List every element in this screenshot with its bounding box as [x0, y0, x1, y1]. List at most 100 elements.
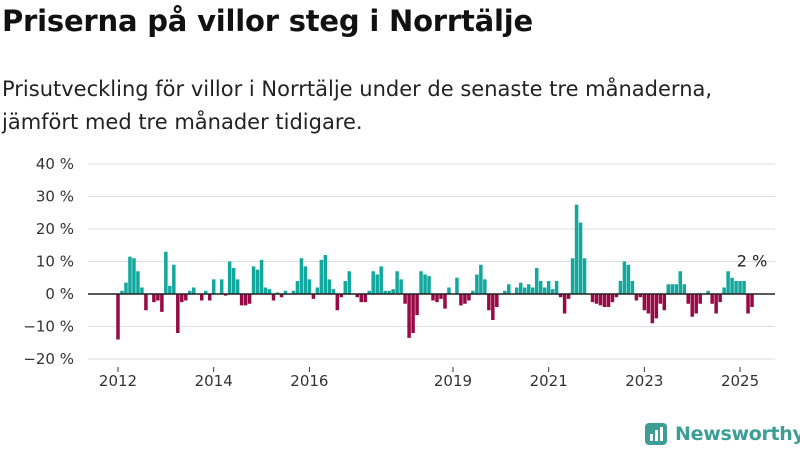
- bar: [295, 281, 300, 294]
- bar: [327, 279, 332, 294]
- bar: [176, 294, 180, 333]
- bar: [347, 271, 352, 294]
- bar: [634, 294, 639, 301]
- chart-subtitle: Prisutveckling för villor i Norrtälje un…: [2, 77, 713, 134]
- chart-title: Priserna på villor steg i Norrtälje: [2, 4, 533, 38]
- bar: [379, 266, 383, 294]
- bar: [678, 271, 683, 294]
- bar: [427, 276, 431, 294]
- bar: [307, 279, 312, 294]
- bar: [339, 294, 344, 298]
- bar: [618, 281, 623, 294]
- y-tick-label: 20 %: [36, 220, 74, 238]
- bar: [578, 222, 583, 294]
- bar: [391, 289, 395, 294]
- bar: [459, 294, 463, 306]
- bar: [670, 284, 675, 294]
- y-tick-label: −20 %: [23, 350, 74, 368]
- bar: [403, 294, 407, 304]
- bar: [546, 281, 551, 294]
- bar: [387, 290, 391, 294]
- bar: [674, 284, 679, 294]
- bar: [375, 274, 379, 294]
- logo-text: Newsworthy: [675, 423, 800, 445]
- bar: [211, 279, 216, 294]
- bar: [435, 294, 439, 303]
- bar: [538, 281, 543, 294]
- bar: [411, 294, 415, 333]
- bar: [399, 279, 403, 294]
- bar: [714, 294, 718, 314]
- bar: [590, 294, 595, 303]
- bar: [359, 294, 363, 303]
- bar: [562, 294, 567, 314]
- bar: [132, 258, 136, 294]
- bar: [188, 290, 192, 294]
- x-tick-label: 2021: [530, 372, 568, 390]
- bar: [530, 287, 535, 294]
- bar: [415, 294, 419, 316]
- bar: [626, 264, 631, 294]
- bar: [614, 294, 619, 298]
- bar: [487, 294, 491, 311]
- bar: [144, 294, 148, 311]
- bar: [319, 259, 324, 294]
- bar: [168, 285, 172, 294]
- bar: [311, 294, 316, 299]
- bar: [642, 294, 647, 311]
- bar: [140, 287, 144, 294]
- bar: [203, 290, 208, 294]
- bar: [271, 294, 276, 301]
- x-axis-labels: 2012 2014 2016 2019 2021 2023 2025: [99, 367, 759, 390]
- bar: [128, 256, 132, 294]
- bar: [251, 266, 256, 294]
- bar: [662, 294, 667, 311]
- annotation-label: 2 %: [737, 252, 767, 271]
- bar: [164, 251, 168, 294]
- bar: [582, 258, 587, 294]
- bar: [439, 294, 443, 299]
- y-axis-labels: −20 % −10 % 0 % 10 % 20 % 30 % 40 %: [23, 155, 74, 368]
- bar: [279, 294, 284, 298]
- bar: [172, 264, 176, 294]
- x-tick-label: 2025: [721, 372, 759, 390]
- bar: [431, 294, 435, 301]
- bar: [136, 271, 140, 294]
- bar: [207, 294, 212, 301]
- bar: [303, 266, 308, 294]
- y-tick-label: 30 %: [36, 188, 74, 206]
- bar: [156, 294, 160, 301]
- bar: [407, 294, 411, 338]
- bar: [231, 268, 236, 294]
- bar: [483, 279, 487, 294]
- x-tick-label: 2019: [434, 372, 472, 390]
- bar: [475, 274, 479, 294]
- bar: [706, 290, 710, 294]
- bar: [518, 282, 523, 294]
- bar: [522, 287, 527, 294]
- bar: [116, 294, 120, 340]
- bar: [275, 292, 280, 294]
- bar: [750, 294, 754, 307]
- bar: [199, 294, 204, 301]
- bar: [542, 287, 547, 294]
- bar: [574, 204, 579, 294]
- bar: [650, 294, 655, 324]
- bar: [638, 294, 643, 298]
- grid-lines: [88, 163, 775, 360]
- bar: [267, 289, 272, 294]
- bar: [734, 281, 738, 294]
- bar: [690, 294, 694, 317]
- bar: [343, 281, 348, 294]
- bar: [515, 287, 519, 294]
- bar: [367, 290, 371, 294]
- bar: [491, 294, 495, 320]
- bar: [371, 271, 375, 294]
- bar: [558, 294, 563, 298]
- bar: [554, 281, 559, 294]
- bar: [239, 294, 244, 306]
- bar-chart: −20 %−10 %0 %10 %20 %30 %40 % 2012 2014 20…: [23, 155, 775, 390]
- bar: [710, 294, 714, 304]
- bar: [355, 294, 360, 298]
- bar: [471, 290, 475, 294]
